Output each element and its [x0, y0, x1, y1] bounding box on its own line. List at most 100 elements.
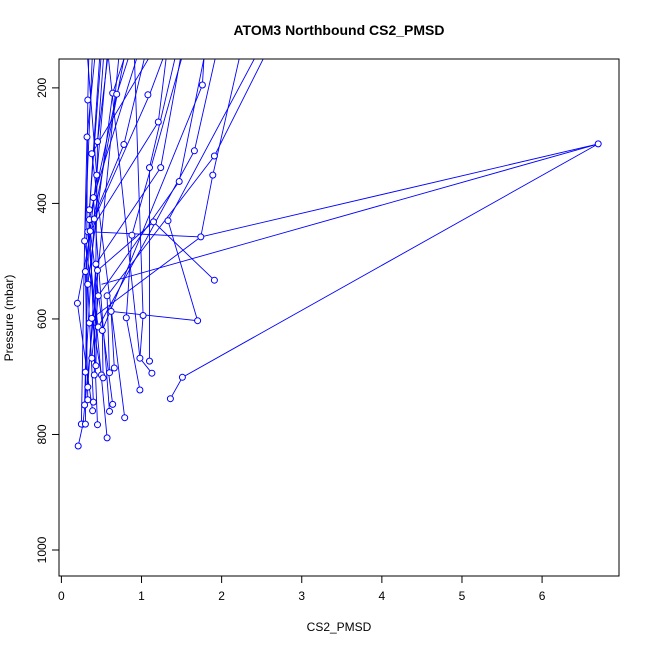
y-axis: 200 400 600 800 1000 — [35, 78, 60, 563]
data-point — [73, 299, 81, 307]
data-point — [84, 280, 92, 288]
data-point — [81, 237, 89, 245]
data-point — [209, 171, 217, 179]
profile-line — [84, 59, 164, 373]
profile-line — [106, 59, 264, 373]
data-point — [83, 133, 91, 141]
profile-line — [95, 221, 215, 366]
data-point — [190, 147, 198, 155]
data-point — [139, 312, 147, 319]
data-point — [198, 81, 206, 89]
profile-line — [87, 59, 181, 388]
profile-line — [89, 59, 216, 328]
chart-title: ATOM3 Northbound CS2_PMSD — [233, 22, 444, 38]
data-point — [93, 171, 101, 179]
y-axis-label: Pressure (mbar) — [2, 275, 16, 362]
plot-area — [58, 58, 620, 577]
data-point — [178, 373, 186, 381]
data-point — [109, 400, 117, 408]
data-point — [84, 396, 92, 404]
data-point — [81, 401, 89, 409]
x-tick-label: 5 — [459, 589, 466, 603]
data-point — [103, 434, 111, 442]
data-point — [107, 307, 115, 315]
data-point — [81, 420, 89, 428]
data-point — [89, 398, 97, 406]
data-point — [92, 362, 100, 370]
data-point — [146, 357, 153, 365]
profile-line — [88, 59, 129, 425]
data-point — [120, 141, 128, 148]
data-point — [154, 118, 162, 126]
data-point — [594, 140, 602, 148]
y-tick-label: 800 — [35, 424, 49, 444]
y-tick-label: 1000 — [35, 536, 49, 563]
data-point — [164, 217, 172, 225]
profile-line — [87, 59, 98, 176]
data-point — [92, 260, 100, 268]
y-tick-label: 400 — [35, 193, 49, 213]
data-point — [175, 178, 183, 185]
profile-lines — [76, 59, 599, 447]
data-point — [94, 421, 101, 429]
profile-line — [88, 59, 101, 210]
data-point — [148, 369, 156, 377]
data-point — [88, 150, 96, 158]
data-point — [136, 354, 144, 362]
data-point — [146, 164, 153, 172]
data-point — [121, 414, 129, 422]
data-point — [94, 138, 101, 146]
data-point — [85, 206, 93, 214]
data-point — [150, 218, 157, 226]
x-tick-label: 6 — [539, 589, 546, 603]
data-point — [210, 276, 218, 284]
data-point — [94, 266, 101, 274]
data-point — [194, 317, 202, 325]
data-point — [74, 442, 82, 450]
data-point — [88, 314, 96, 322]
data-point — [128, 231, 136, 239]
profile-line — [101, 143, 599, 399]
profile-line — [80, 59, 96, 425]
y-tick-label: 200 — [35, 78, 49, 98]
profile-line — [89, 59, 167, 405]
data-point — [136, 386, 144, 394]
x-axis: 0 1 2 3 4 5 6 — [58, 575, 546, 603]
data-point — [110, 364, 118, 372]
data-point — [84, 96, 92, 104]
x-tick-label: 1 — [138, 589, 145, 603]
x-tick-label: 2 — [218, 589, 225, 603]
data-point — [144, 91, 152, 99]
data-point — [89, 407, 97, 415]
profile-line — [87, 143, 599, 238]
data-points — [73, 81, 602, 450]
data-point — [81, 268, 89, 276]
data-point — [99, 374, 107, 382]
data-point — [89, 194, 97, 202]
y-tick-label: 600 — [35, 309, 49, 329]
data-point — [157, 164, 165, 172]
x-tick-label: 4 — [379, 589, 386, 603]
data-point — [98, 327, 106, 334]
profile-line — [101, 59, 205, 378]
profile-line — [97, 59, 109, 142]
data-point — [122, 314, 130, 322]
data-point — [84, 383, 92, 391]
x-axis-label: CS2_PMSD — [307, 620, 372, 634]
data-point — [106, 369, 113, 377]
data-point — [81, 368, 89, 376]
profile-line — [91, 59, 240, 376]
data-point — [106, 407, 113, 415]
data-point — [210, 152, 218, 160]
x-tick-label: 3 — [298, 589, 305, 603]
data-point — [166, 395, 174, 403]
profile-line — [87, 59, 145, 438]
data-point — [113, 90, 121, 98]
data-point — [103, 292, 111, 300]
data-point — [94, 292, 102, 300]
data-point — [90, 215, 98, 223]
data-point — [90, 371, 98, 379]
data-point — [86, 227, 94, 235]
